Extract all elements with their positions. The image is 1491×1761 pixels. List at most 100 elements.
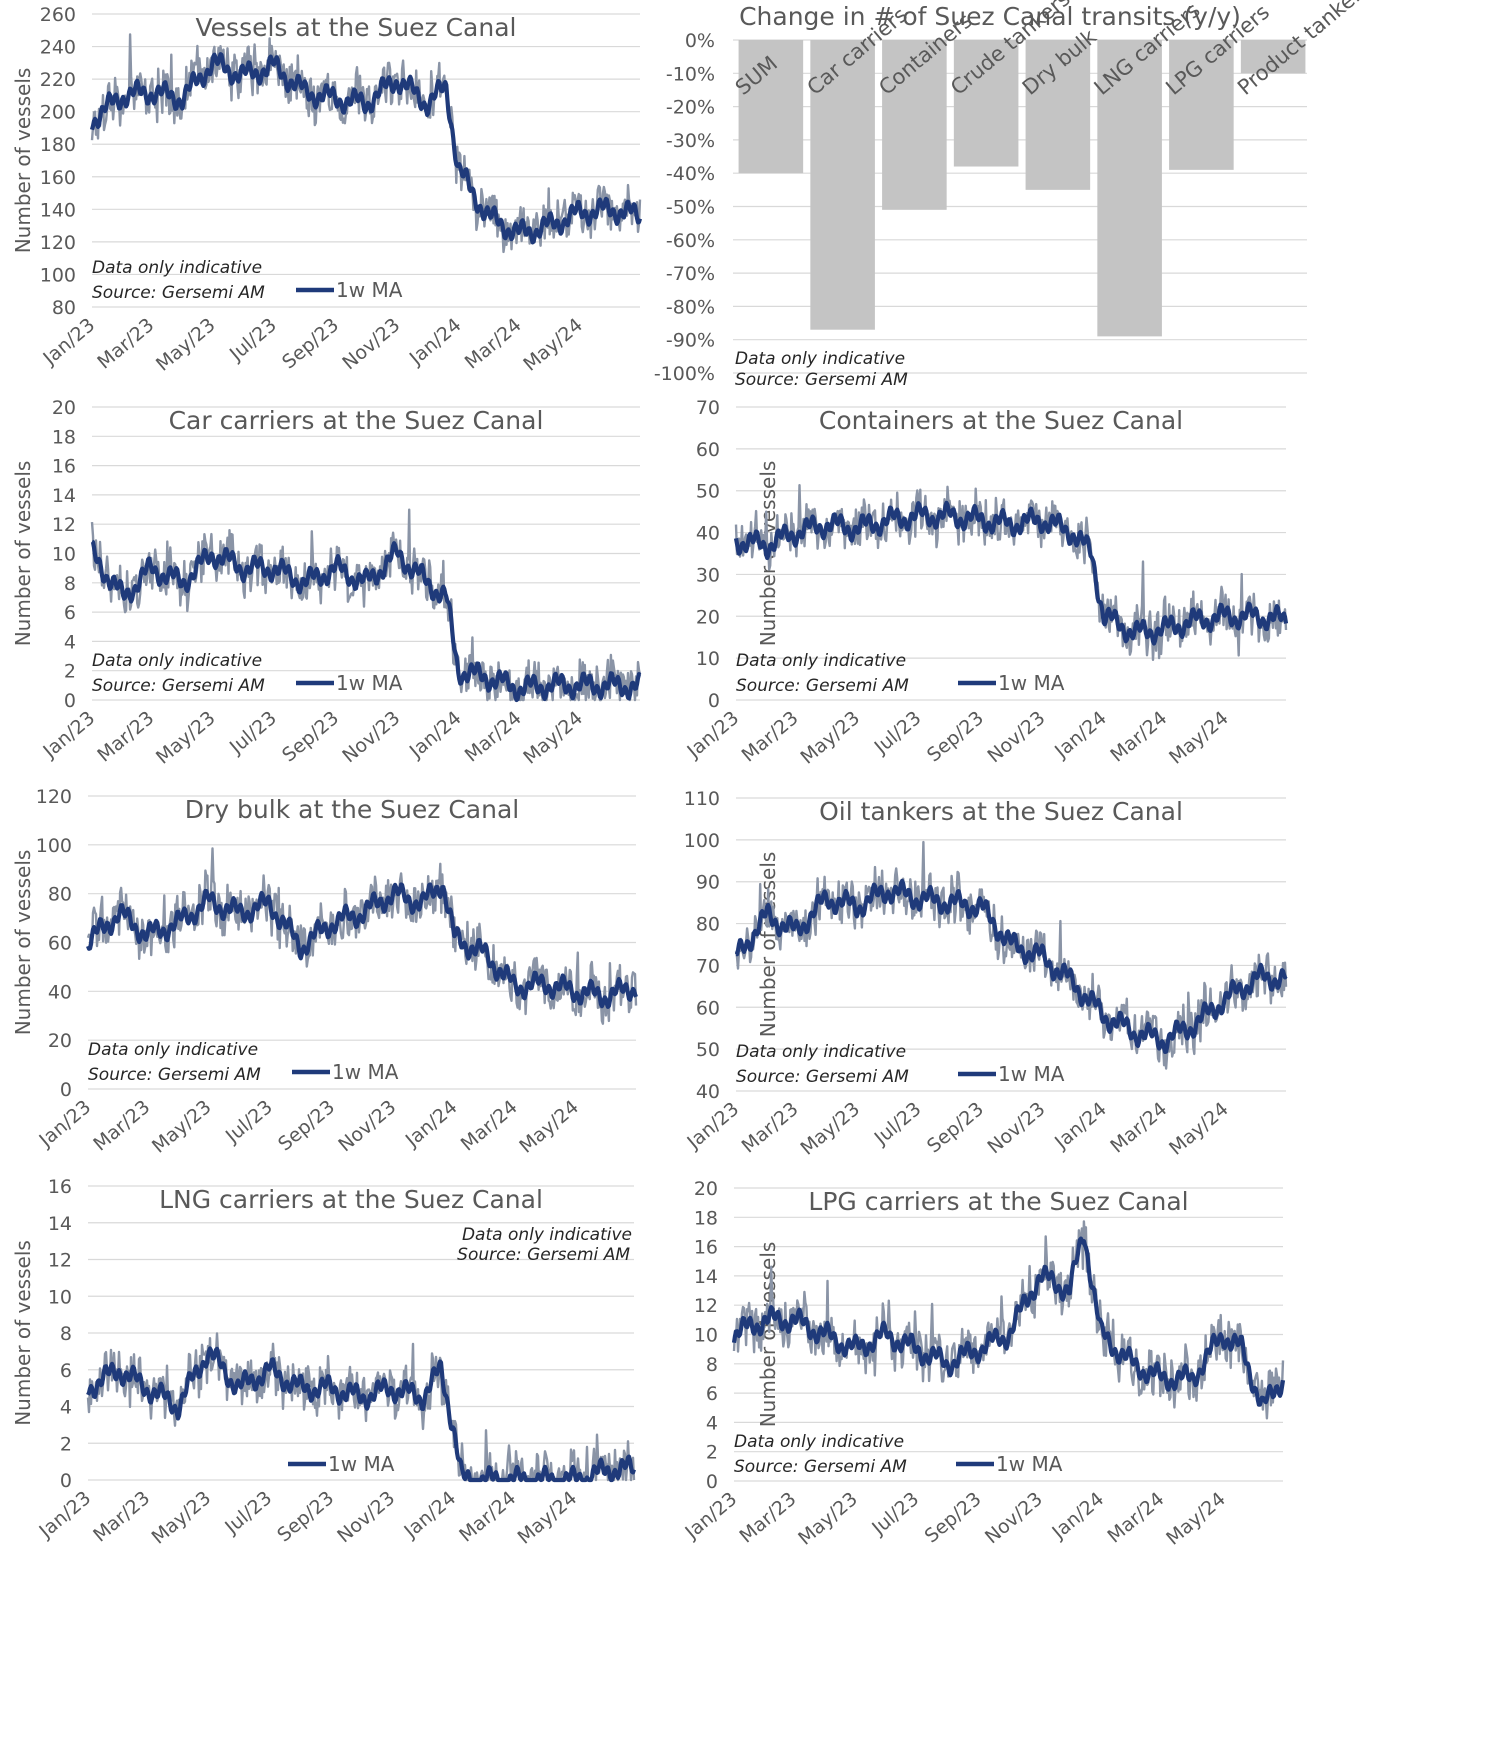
x-tick-label: Mar/23 bbox=[738, 1098, 803, 1158]
y-tick-label: 120 bbox=[36, 786, 72, 808]
x-tick-label: Mar/24 bbox=[461, 314, 526, 374]
y-tick-label: 40 bbox=[696, 523, 720, 545]
x-tick-label: May/23 bbox=[796, 707, 864, 769]
y-tick-label: 40 bbox=[48, 981, 72, 1003]
x-tick-label: May/23 bbox=[148, 1487, 216, 1549]
x-tick-label: Mar/24 bbox=[1106, 707, 1171, 767]
y-tick-label: -100% bbox=[654, 363, 715, 385]
x-tick-label: Jul/23 bbox=[221, 1096, 277, 1148]
x-tick-label: May/23 bbox=[148, 1096, 216, 1158]
y-tick-label: 8 bbox=[60, 1323, 72, 1345]
y-axis-label: Number of vessels bbox=[756, 852, 780, 1038]
x-tick-label: May/24 bbox=[514, 1487, 582, 1549]
x-tick-label: Jan/23 bbox=[38, 707, 99, 763]
chart-title: Vessels at the Suez Canal bbox=[196, 13, 517, 42]
y-tick-label: 40 bbox=[696, 1081, 720, 1103]
y-tick-label: 6 bbox=[706, 1383, 718, 1405]
note-source: Source: Gersemi AM bbox=[734, 1457, 907, 1477]
chart-title: Change in # of Suez Canal transits (y/y) bbox=[739, 2, 1241, 31]
y-tick-label: 80 bbox=[696, 914, 720, 936]
y-tick-label: 2 bbox=[60, 1433, 72, 1455]
note-data-indicative: Data only indicative bbox=[736, 651, 906, 671]
x-tick-label: Jul/23 bbox=[220, 1487, 276, 1539]
x-tick-label: Mar/23 bbox=[738, 707, 803, 767]
y-tick-label: 12 bbox=[52, 514, 76, 536]
y-tick-label: 14 bbox=[48, 1213, 72, 1235]
chart-title: Containers at the Suez Canal bbox=[819, 406, 1183, 435]
y-tick-label: 20 bbox=[696, 606, 720, 628]
x-tick-label: Sep/23 bbox=[274, 1096, 339, 1156]
ma-series-line bbox=[86, 1346, 636, 1483]
x-tick-label: Jan/24 bbox=[1050, 707, 1111, 763]
x-tick-label: May/24 bbox=[515, 1096, 583, 1158]
bar bbox=[953, 40, 1019, 167]
y-tick-label: 4 bbox=[706, 1412, 718, 1434]
chart-title: Dry bulk at the Suez Canal bbox=[185, 795, 519, 824]
y-tick-label: 18 bbox=[694, 1207, 718, 1229]
y-tick-label: 2 bbox=[706, 1442, 718, 1464]
x-tick-label: Sep/23 bbox=[921, 1488, 986, 1548]
y-tick-label: 50 bbox=[696, 1039, 720, 1061]
note-data-indicative: Data only indicative bbox=[462, 1225, 632, 1245]
y-tick-label: 260 bbox=[40, 4, 76, 26]
x-tick-label: Sep/23 bbox=[923, 707, 988, 767]
legend-label: 1w MA bbox=[996, 1452, 1063, 1476]
chart-title: LNG carriers at the Suez Canal bbox=[159, 1185, 543, 1214]
x-tick-label: Nov/23 bbox=[981, 1488, 1047, 1548]
y-axis-label: Number of vessels bbox=[11, 850, 35, 1036]
y-tick-label: -70% bbox=[666, 263, 715, 285]
x-tick-label: Sep/23 bbox=[278, 314, 343, 374]
y-tick-label: -50% bbox=[666, 197, 715, 219]
y-tick-label: 6 bbox=[64, 602, 76, 624]
x-tick-label: Nov/23 bbox=[983, 707, 1049, 767]
x-tick-label: Sep/23 bbox=[278, 707, 343, 767]
daily-series-line bbox=[734, 484, 1288, 662]
y-axis-label: Number of vessels bbox=[11, 461, 35, 647]
chart-title: LPG carriers at the Suez Canal bbox=[808, 1187, 1188, 1216]
x-tick-label: Mar/24 bbox=[461, 707, 526, 767]
y-tick-label: 20 bbox=[48, 1030, 72, 1052]
y-tick-label: 240 bbox=[40, 37, 76, 59]
y-tick-label: 18 bbox=[52, 426, 76, 448]
legend-label: 1w MA bbox=[332, 1060, 399, 1084]
y-tick-label: 16 bbox=[694, 1237, 718, 1259]
x-tick-label: Nov/23 bbox=[334, 1096, 400, 1156]
chart-title: Car carriers at the Suez Canal bbox=[169, 406, 544, 435]
bar bbox=[1025, 40, 1091, 190]
y-tick-label: 0 bbox=[60, 1470, 72, 1492]
ma-series-line bbox=[90, 539, 642, 703]
x-tick-label: Jul/23 bbox=[870, 707, 926, 759]
y-tick-label: -20% bbox=[666, 97, 715, 119]
y-tick-label: 140 bbox=[40, 199, 76, 221]
chart-oil-tankers: 40 50 60 70 80 90 100 110 Jan/23 Mar/23 May/23 Jul/… bbox=[682, 788, 1491, 1322]
y-tick-label: 10 bbox=[52, 544, 76, 566]
chart-title: Oil tankers at the Suez Canal bbox=[819, 797, 1183, 826]
y-tick-label: 70 bbox=[696, 397, 720, 419]
y-tick-label: 12 bbox=[694, 1295, 718, 1317]
y-tick-label: 0 bbox=[60, 1079, 72, 1101]
y-tick-label: 8 bbox=[64, 573, 76, 595]
note-data-indicative: Data only indicative bbox=[88, 1040, 258, 1060]
note-data-indicative: Data only indicative bbox=[736, 1042, 906, 1062]
x-tick-label: Nov/23 bbox=[338, 707, 404, 767]
x-tick-label: Jan/23 bbox=[34, 1487, 95, 1543]
ma-series-line bbox=[86, 882, 638, 1010]
x-tick-label: Jan/23 bbox=[38, 314, 99, 370]
y-tick-label: 200 bbox=[40, 102, 76, 124]
x-tick-label: May/24 bbox=[519, 707, 587, 769]
note-source: Source: Gersemi AM bbox=[88, 1065, 261, 1085]
x-tick-label: Sep/23 bbox=[273, 1487, 338, 1547]
chart-svg: 80100120140160180200220240260Jan/23Mar/2… bbox=[11, 4, 643, 376]
x-tick-label: Jul/23 bbox=[870, 1098, 926, 1150]
note-source: Source: Gersemi AM bbox=[735, 370, 908, 390]
legend-label: 1w MA bbox=[336, 278, 403, 302]
ma-series-line bbox=[734, 878, 1288, 1054]
y-tick-label: 6 bbox=[60, 1360, 72, 1382]
y-tick-label: 80 bbox=[48, 884, 72, 906]
chart-dry-bulk: 0 20 40 60 80 100 120 Jan/23 Mar/23 May/23 Jul/23 S… bbox=[0, 786, 745, 1322]
x-tick-label: Mar/23 bbox=[89, 1096, 154, 1156]
